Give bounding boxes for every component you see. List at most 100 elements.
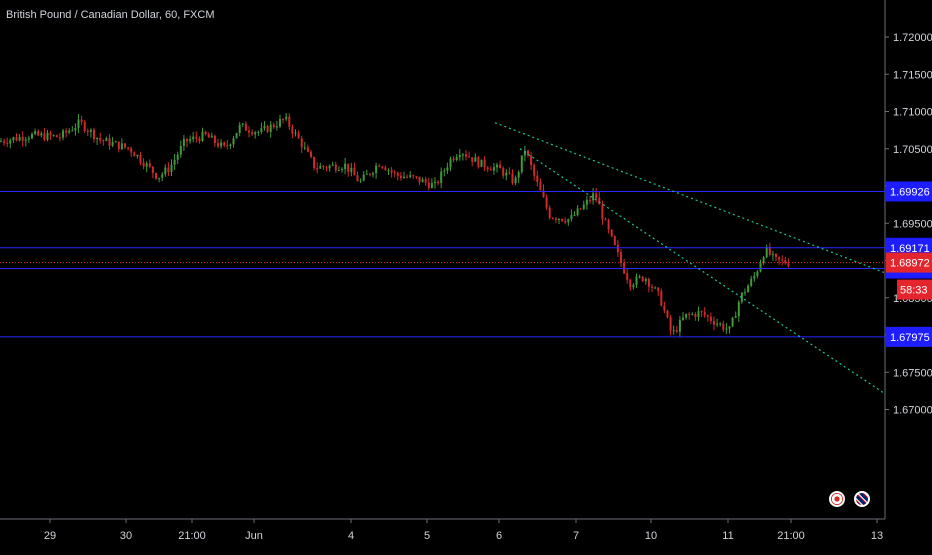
candle-body	[158, 177, 161, 179]
candle-body	[437, 181, 440, 184]
candle-body	[124, 143, 126, 148]
candle-body	[480, 159, 483, 167]
candle-body	[344, 163, 347, 170]
candle-body	[651, 286, 653, 288]
candle-body	[229, 144, 232, 147]
candle-body	[620, 252, 622, 263]
candle-body	[223, 142, 226, 146]
candle-body	[750, 278, 753, 286]
candle-body	[0, 141, 2, 143]
candle-body	[762, 257, 765, 264]
candle-body	[700, 311, 703, 313]
candle-body	[613, 236, 616, 245]
candle-body	[616, 244, 619, 253]
candle-body	[18, 136, 21, 141]
candle-body	[375, 165, 378, 174]
candle-body	[393, 172, 396, 174]
level-price-label: 1.67975	[890, 332, 930, 344]
candle-body	[427, 182, 430, 189]
candle-body	[576, 208, 579, 216]
candle-body	[548, 207, 551, 219]
candle-body	[272, 124, 275, 127]
candle-body	[409, 175, 412, 178]
candle-body	[517, 172, 520, 178]
candle-body	[691, 313, 694, 315]
canada-flag-icon[interactable]	[829, 491, 845, 507]
candle-body	[331, 164, 334, 166]
candle-body	[303, 147, 306, 149]
candle-body	[740, 292, 743, 302]
candle-body	[523, 150, 526, 156]
candle-body	[217, 142, 219, 147]
candle-body	[440, 171, 443, 184]
candle-body	[21, 136, 24, 141]
candle-body	[465, 154, 467, 157]
current-price-badge	[886, 252, 932, 273]
candle-body	[545, 197, 548, 208]
candle-body	[461, 154, 464, 156]
candle-body	[86, 130, 89, 132]
candle-body	[734, 316, 737, 318]
candle-body	[458, 154, 461, 158]
candle-body	[669, 317, 672, 331]
candle-body	[610, 229, 613, 237]
candle-body	[257, 131, 260, 133]
candle-body	[406, 176, 409, 178]
candle-body	[443, 170, 446, 172]
candle-body	[254, 132, 257, 135]
time-tick-label: 7	[573, 530, 579, 542]
candle-body	[235, 132, 238, 139]
candle-body	[722, 323, 725, 330]
level-price-label: 1.69926	[890, 187, 930, 199]
candle-body	[387, 170, 390, 172]
candle-body	[319, 165, 322, 169]
time-tick-label: 29	[44, 530, 56, 542]
candle-body	[9, 140, 12, 144]
price-tick-label: 1.67500	[893, 367, 932, 379]
countdown-timer: 58:33	[900, 285, 928, 297]
candle-body	[173, 159, 176, 165]
candle-body	[148, 163, 151, 167]
candle-body	[713, 321, 715, 325]
candle-body	[241, 123, 244, 125]
candle-body	[403, 176, 405, 179]
price-tick-label: 1.71000	[893, 107, 932, 119]
uk-flag-icon[interactable]	[854, 491, 870, 507]
candle-body	[161, 174, 164, 178]
candle-body	[536, 175, 539, 183]
candle-body	[452, 158, 455, 161]
candle-body	[424, 179, 427, 183]
candle-body	[226, 145, 229, 147]
candle-body	[775, 253, 777, 257]
candle-body	[641, 276, 644, 282]
candle-body	[399, 175, 402, 179]
candle-body	[682, 317, 684, 320]
candle-body	[328, 165, 331, 169]
candle-body	[46, 132, 49, 140]
candle-body	[489, 169, 492, 171]
candle-body	[139, 154, 142, 163]
candle-body	[99, 137, 102, 141]
candle-body	[347, 163, 350, 172]
candle-body	[421, 179, 424, 183]
candle-body	[598, 197, 601, 205]
candle-body	[89, 129, 92, 132]
candle-body	[446, 167, 449, 171]
candle-body	[288, 116, 291, 127]
candle-body	[266, 125, 269, 132]
candle-body	[248, 130, 250, 133]
candle-body	[195, 136, 198, 139]
candle-body	[731, 317, 734, 327]
price-tick-label: 1.70500	[893, 144, 932, 156]
trend-line[interactable]	[519, 148, 885, 394]
candle-body	[111, 142, 114, 146]
candle-body	[703, 311, 706, 316]
candle-body	[455, 157, 458, 161]
candle-body	[164, 167, 167, 175]
candle-body	[285, 116, 288, 120]
trend-line[interactable]	[494, 122, 885, 273]
candle-body	[694, 313, 697, 318]
candle-body	[74, 127, 77, 131]
